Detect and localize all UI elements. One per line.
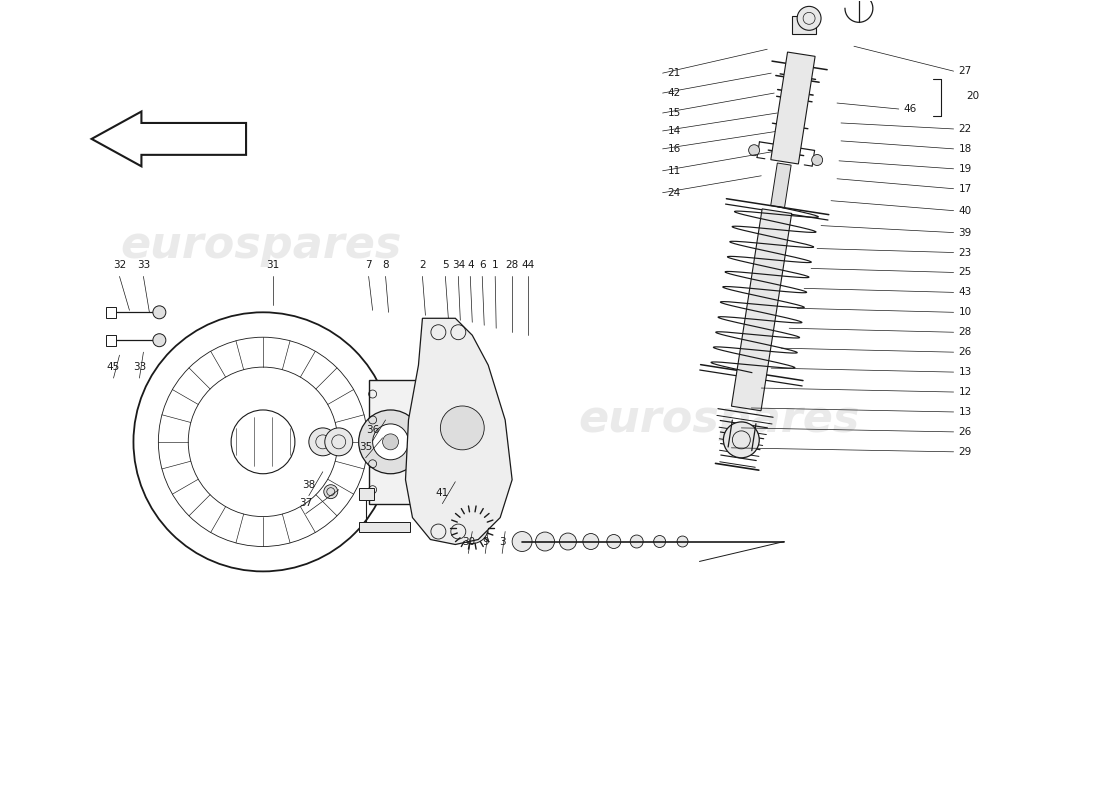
Text: 45: 45 [107, 362, 120, 372]
Text: 12: 12 [958, 387, 971, 397]
Text: 16: 16 [668, 144, 681, 154]
Text: 13: 13 [958, 367, 971, 377]
Text: 41: 41 [436, 488, 449, 498]
Circle shape [724, 422, 759, 458]
Text: 42: 42 [668, 88, 681, 98]
Text: 40: 40 [958, 206, 971, 216]
Text: 3: 3 [499, 538, 506, 547]
Circle shape [653, 535, 666, 547]
Text: 31: 31 [266, 261, 279, 270]
Text: 4: 4 [468, 261, 474, 270]
Circle shape [383, 434, 398, 450]
Circle shape [359, 410, 422, 474]
Circle shape [324, 428, 353, 456]
Circle shape [678, 536, 688, 547]
Text: 32: 32 [113, 261, 127, 270]
Text: 10: 10 [958, 307, 971, 318]
Circle shape [513, 531, 532, 551]
Text: 29: 29 [958, 447, 971, 457]
Text: 9: 9 [482, 538, 488, 547]
Circle shape [749, 145, 760, 156]
Circle shape [323, 485, 338, 498]
Polygon shape [771, 52, 815, 164]
Text: 46: 46 [904, 104, 917, 114]
Polygon shape [732, 209, 792, 410]
Polygon shape [406, 318, 513, 545]
Text: 1: 1 [492, 261, 498, 270]
Circle shape [456, 512, 488, 543]
Text: 28: 28 [958, 327, 971, 338]
Text: eurospares: eurospares [579, 398, 860, 442]
Circle shape [812, 154, 823, 166]
FancyBboxPatch shape [106, 334, 116, 346]
Circle shape [798, 6, 821, 30]
Text: 6: 6 [478, 261, 485, 270]
Text: 43: 43 [958, 287, 971, 298]
Text: 25: 25 [958, 267, 971, 278]
Text: 17: 17 [958, 184, 971, 194]
Text: 39: 39 [958, 227, 971, 238]
Circle shape [560, 533, 576, 550]
FancyBboxPatch shape [106, 307, 116, 318]
Text: 38: 38 [302, 480, 316, 490]
Text: 28: 28 [506, 261, 519, 270]
FancyBboxPatch shape [359, 488, 374, 500]
Text: 22: 22 [958, 124, 971, 134]
Text: 26: 26 [958, 427, 971, 437]
Text: 19: 19 [958, 164, 971, 174]
Circle shape [630, 535, 644, 548]
FancyBboxPatch shape [368, 380, 420, 504]
Text: 18: 18 [958, 144, 971, 154]
Text: 24: 24 [668, 188, 681, 198]
Text: eurospares: eurospares [120, 224, 402, 267]
Text: 26: 26 [958, 347, 971, 357]
FancyBboxPatch shape [792, 16, 816, 34]
Text: 8: 8 [383, 261, 389, 270]
Circle shape [153, 334, 166, 346]
Text: 33: 33 [133, 362, 146, 372]
Circle shape [536, 532, 554, 551]
Circle shape [309, 428, 337, 456]
Text: 15: 15 [668, 108, 681, 118]
FancyArrow shape [91, 111, 246, 166]
Text: 37: 37 [299, 498, 312, 508]
Text: 7: 7 [365, 261, 372, 270]
Text: 5: 5 [442, 261, 449, 270]
Circle shape [153, 306, 166, 318]
Text: 34: 34 [452, 261, 465, 270]
Text: 20: 20 [967, 91, 980, 101]
Text: 44: 44 [521, 261, 535, 270]
Text: 14: 14 [668, 126, 681, 136]
Circle shape [583, 534, 598, 550]
Text: 21: 21 [668, 68, 681, 78]
Text: 13: 13 [958, 407, 971, 417]
Text: 35: 35 [359, 442, 372, 452]
Text: 2: 2 [419, 261, 426, 270]
Text: 27: 27 [958, 66, 971, 76]
Text: 33: 33 [136, 261, 150, 270]
Text: 11: 11 [668, 166, 681, 176]
Polygon shape [771, 163, 791, 208]
Text: 36: 36 [366, 425, 379, 435]
Circle shape [607, 534, 620, 549]
Circle shape [373, 424, 408, 460]
Circle shape [440, 406, 484, 450]
Text: 30: 30 [462, 538, 475, 547]
Text: 23: 23 [958, 247, 971, 258]
FancyBboxPatch shape [359, 522, 410, 531]
